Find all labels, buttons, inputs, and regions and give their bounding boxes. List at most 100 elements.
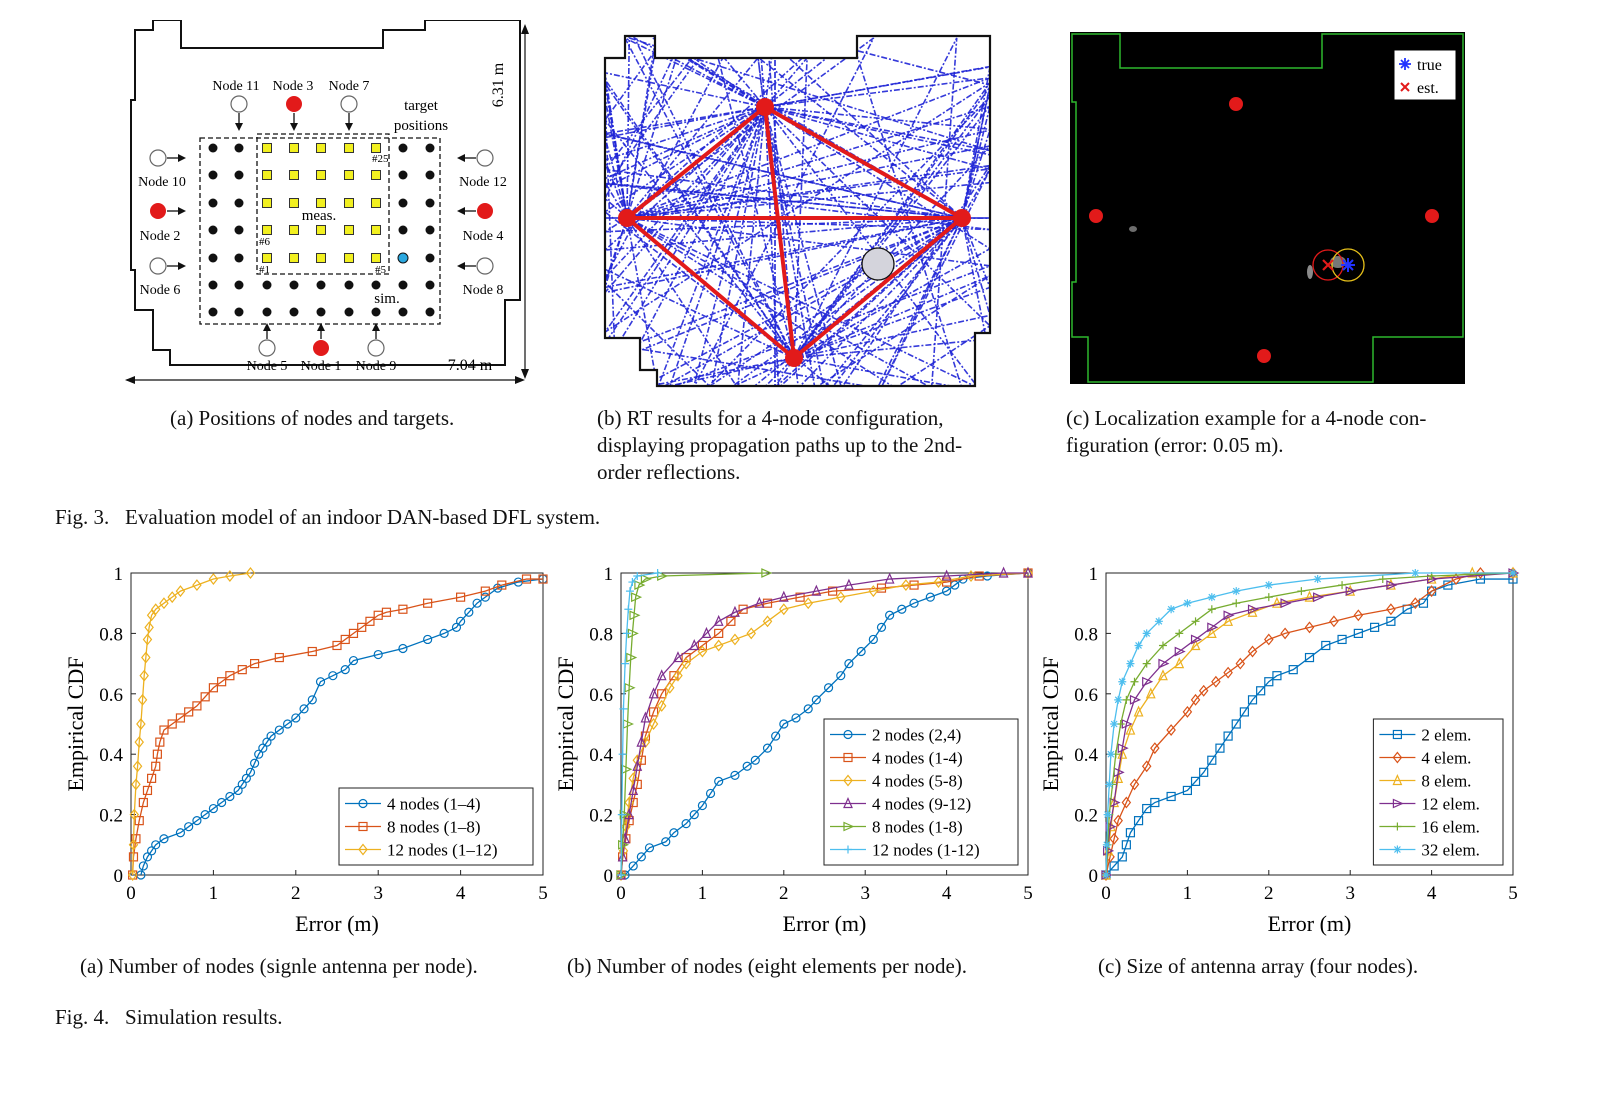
y-tick-label: 0.8 xyxy=(589,624,613,645)
legend-est-icon xyxy=(1400,82,1410,92)
data-point xyxy=(245,767,256,777)
meas-target-square xyxy=(316,198,326,208)
data-point xyxy=(779,719,789,729)
data-point xyxy=(159,834,169,844)
data-point xyxy=(1102,840,1111,849)
data-point xyxy=(1321,640,1331,651)
data-point xyxy=(175,713,186,723)
data-point xyxy=(1190,693,1201,706)
fig3a-nodes xyxy=(149,95,494,357)
x-tick-label: 0 xyxy=(126,883,136,904)
data-point xyxy=(1392,729,1402,740)
data-point xyxy=(754,596,765,608)
data-point xyxy=(132,760,143,773)
data-point xyxy=(1106,750,1115,759)
data-point xyxy=(1190,639,1201,651)
rt-room-walls xyxy=(603,34,992,388)
loc-node-left xyxy=(1089,209,1103,223)
node-2-label: Node 2 xyxy=(140,229,181,244)
sim-target-dot xyxy=(316,307,326,317)
y-tick-label: 1 xyxy=(1089,564,1099,585)
sim-target-dots xyxy=(208,143,435,317)
target-positions-label-2: positions xyxy=(394,118,448,134)
y-axis-label: Empirical CDF xyxy=(553,656,578,791)
data-point xyxy=(464,607,474,617)
data-point xyxy=(167,591,177,604)
node-4-label: Node 4 xyxy=(463,229,504,244)
data-point xyxy=(1272,596,1282,608)
sim-target-dot xyxy=(398,170,408,180)
data-point xyxy=(200,810,210,820)
data-point xyxy=(1231,719,1241,729)
data-point xyxy=(730,605,740,617)
meas-target-square xyxy=(289,143,299,153)
plot-area xyxy=(1105,572,1514,876)
data-point xyxy=(1158,669,1168,681)
legend-entry: 4 nodes (1-4) xyxy=(830,749,963,768)
data-point xyxy=(128,838,139,851)
data-point xyxy=(358,843,368,856)
ray-path xyxy=(793,36,990,359)
data-point xyxy=(1304,590,1315,602)
series-line xyxy=(620,572,766,876)
data-point xyxy=(1105,780,1114,789)
data-point xyxy=(1256,686,1266,696)
node-1-label: Node 1 xyxy=(301,359,342,374)
data-point xyxy=(771,731,781,741)
node-5-marker xyxy=(258,339,276,357)
fig4a-chart: 0 1 2 3 4 5 0 0.2 0.4 0.6 0.8 1 Error (m) Empirical C… xyxy=(63,564,548,936)
node-8-marker xyxy=(476,257,494,275)
data-point xyxy=(129,808,140,821)
meas-target-square xyxy=(316,170,326,180)
data-point xyxy=(1370,622,1380,632)
data-point xyxy=(299,704,309,714)
data-point xyxy=(1023,566,1033,578)
data-point xyxy=(884,572,895,584)
data-point xyxy=(628,783,639,796)
ray-paths xyxy=(605,36,990,386)
meas-target-square xyxy=(262,225,272,235)
data-point xyxy=(225,791,235,802)
true-marker xyxy=(1341,258,1355,272)
data-point xyxy=(1239,707,1249,717)
data-point xyxy=(640,711,651,723)
ray-path xyxy=(626,144,990,359)
series-line xyxy=(1105,572,1514,876)
ray-path xyxy=(605,182,963,219)
node-11-marker xyxy=(230,95,248,113)
ray-path xyxy=(626,105,990,219)
data-point xyxy=(266,731,276,741)
data-point xyxy=(714,628,724,639)
rt-node-right xyxy=(953,209,971,227)
legend-entry: 4 nodes (9-12) xyxy=(830,795,971,814)
fig3c-caption-line1: (c) Localization example for a 4-node co… xyxy=(1066,406,1427,430)
data-point xyxy=(151,840,161,850)
data-point xyxy=(657,689,667,699)
y-tick-label: 0 xyxy=(604,866,614,887)
meas-target-square xyxy=(289,253,299,263)
data-point xyxy=(142,785,153,796)
data-point xyxy=(1386,580,1398,591)
data-point xyxy=(291,713,301,723)
fig3b-caption: (b) RT results for a 4-node configuratio… xyxy=(597,405,962,486)
x-tick-label: 1 xyxy=(209,883,219,904)
fig3b-caption-line2: displaying propagation paths up to the 2… xyxy=(597,433,963,457)
data-point xyxy=(714,776,724,786)
marker-1: #1 xyxy=(259,264,270,276)
data-point xyxy=(274,652,284,663)
ray-path xyxy=(764,106,990,359)
data-point xyxy=(131,778,141,791)
x-tick-label: 5 xyxy=(538,883,548,904)
data-point xyxy=(901,579,911,592)
loc-node-right xyxy=(1425,209,1439,223)
rt-node-top xyxy=(756,98,774,116)
data-point xyxy=(897,604,907,614)
data-point xyxy=(1113,771,1124,783)
ray-path xyxy=(605,133,963,359)
data-point xyxy=(778,590,789,602)
data-point xyxy=(942,586,952,596)
data-point xyxy=(398,604,408,614)
data-point xyxy=(184,707,194,717)
meas-target-square xyxy=(344,198,354,208)
sim-target-dot xyxy=(425,225,435,235)
